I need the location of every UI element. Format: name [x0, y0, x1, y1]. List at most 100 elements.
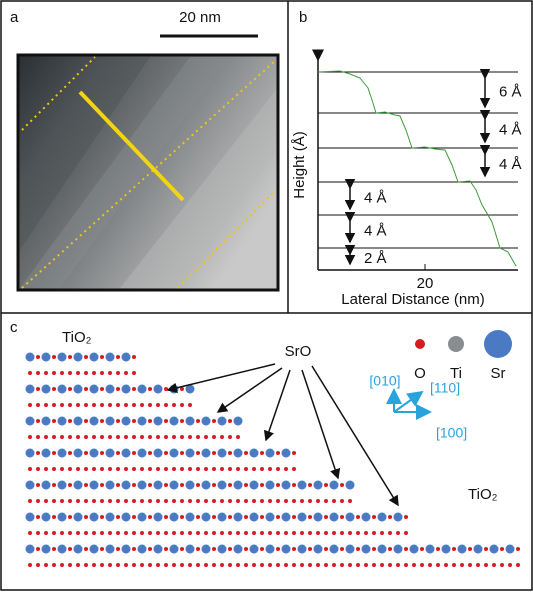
- o-atom: [268, 563, 272, 567]
- o-atom: [164, 499, 168, 503]
- o-atom: [156, 467, 160, 471]
- o-atom: [324, 483, 328, 487]
- o-atom: [364, 531, 368, 535]
- sr-atom: [26, 449, 35, 458]
- o-atom: [324, 531, 328, 535]
- o-atom: [476, 563, 480, 567]
- sr-atom: [58, 449, 67, 458]
- o-atom: [228, 563, 232, 567]
- sr-atom: [202, 513, 211, 522]
- step-label: 4 Å: [499, 121, 522, 138]
- o-atom: [388, 547, 392, 551]
- o-atom: [164, 435, 168, 439]
- o-atom: [84, 547, 88, 551]
- o-atom: [84, 371, 88, 375]
- sr-atom: [218, 545, 227, 554]
- o-atom: [132, 371, 136, 375]
- direction-label: [110]: [430, 380, 460, 396]
- o-atom: [284, 499, 288, 503]
- o-atom: [132, 435, 136, 439]
- sr-atom: [218, 513, 227, 522]
- o-atom: [36, 403, 40, 407]
- o-atom: [412, 563, 416, 567]
- sr-atom: [26, 481, 35, 490]
- o-atom: [116, 355, 120, 359]
- o-atom: [292, 531, 296, 535]
- o-atom: [108, 531, 112, 535]
- sr-atom: [74, 417, 83, 426]
- scale-bar-label: 20 nm: [179, 9, 221, 26]
- o-atom: [388, 531, 392, 535]
- o-atom: [132, 387, 136, 391]
- o-atom: [316, 499, 320, 503]
- o-atom: [84, 355, 88, 359]
- o-atom: [460, 563, 464, 567]
- o-atom: [100, 419, 104, 423]
- o-atom: [308, 531, 312, 535]
- o-atom: [52, 483, 56, 487]
- sr-atom: [58, 417, 67, 426]
- sr-atom: [202, 417, 211, 426]
- o-atom: [212, 531, 216, 535]
- o-atom: [180, 467, 184, 471]
- sr-atom: [250, 481, 259, 490]
- o-atom: [388, 515, 392, 519]
- sr-atom: [90, 353, 99, 362]
- o-atom: [52, 419, 56, 423]
- o-atom: [220, 531, 224, 535]
- o-atom: [156, 499, 160, 503]
- o-atom: [292, 451, 296, 455]
- o-atom: [220, 563, 224, 567]
- o-atom: [132, 547, 136, 551]
- o-atom: [100, 483, 104, 487]
- o-atom: [340, 515, 344, 519]
- o-atom: [116, 419, 120, 423]
- o-atom: [340, 563, 344, 567]
- terrace-label: TiO₂: [468, 486, 498, 503]
- o-atom: [60, 499, 64, 503]
- o-atom: [404, 563, 408, 567]
- o-atom: [68, 467, 72, 471]
- o-atom: [148, 531, 152, 535]
- o-atom: [212, 563, 216, 567]
- sr-atom: [154, 385, 163, 394]
- o-atom: [100, 451, 104, 455]
- o-atom: [100, 387, 104, 391]
- sr-atom: [410, 545, 419, 554]
- o-atom: [316, 563, 320, 567]
- o-atom: [68, 515, 72, 519]
- sr-atom: [378, 545, 387, 554]
- o-atom: [196, 531, 200, 535]
- legend-label: Sr: [491, 365, 506, 382]
- o-atom: [156, 435, 160, 439]
- o-atom: [212, 451, 216, 455]
- o-atom: [148, 499, 152, 503]
- o-atom: [196, 435, 200, 439]
- o-atom: [148, 563, 152, 567]
- o-atom: [76, 435, 80, 439]
- o-atom: [452, 563, 456, 567]
- o-atom: [404, 515, 408, 519]
- o-atom: [84, 515, 88, 519]
- o-atom: [100, 515, 104, 519]
- o-atom: [100, 371, 104, 375]
- sr-atom: [170, 449, 179, 458]
- o-atom: [276, 499, 280, 503]
- o-atom: [68, 451, 72, 455]
- o-atom: [284, 467, 288, 471]
- o-atom: [164, 483, 168, 487]
- o-atom: [140, 531, 144, 535]
- sr-atom: [58, 481, 67, 490]
- o-atom: [436, 547, 440, 551]
- sr-atom: [74, 353, 83, 362]
- o-atom: [76, 563, 80, 567]
- o-atom: [28, 371, 32, 375]
- sr-atom: [42, 481, 51, 490]
- o-atom: [204, 467, 208, 471]
- o-atom: [148, 483, 152, 487]
- o-atom: [332, 563, 336, 567]
- o-atom: [108, 403, 112, 407]
- o-atom: [108, 467, 112, 471]
- o-atom: [308, 563, 312, 567]
- sr-atom: [26, 513, 35, 522]
